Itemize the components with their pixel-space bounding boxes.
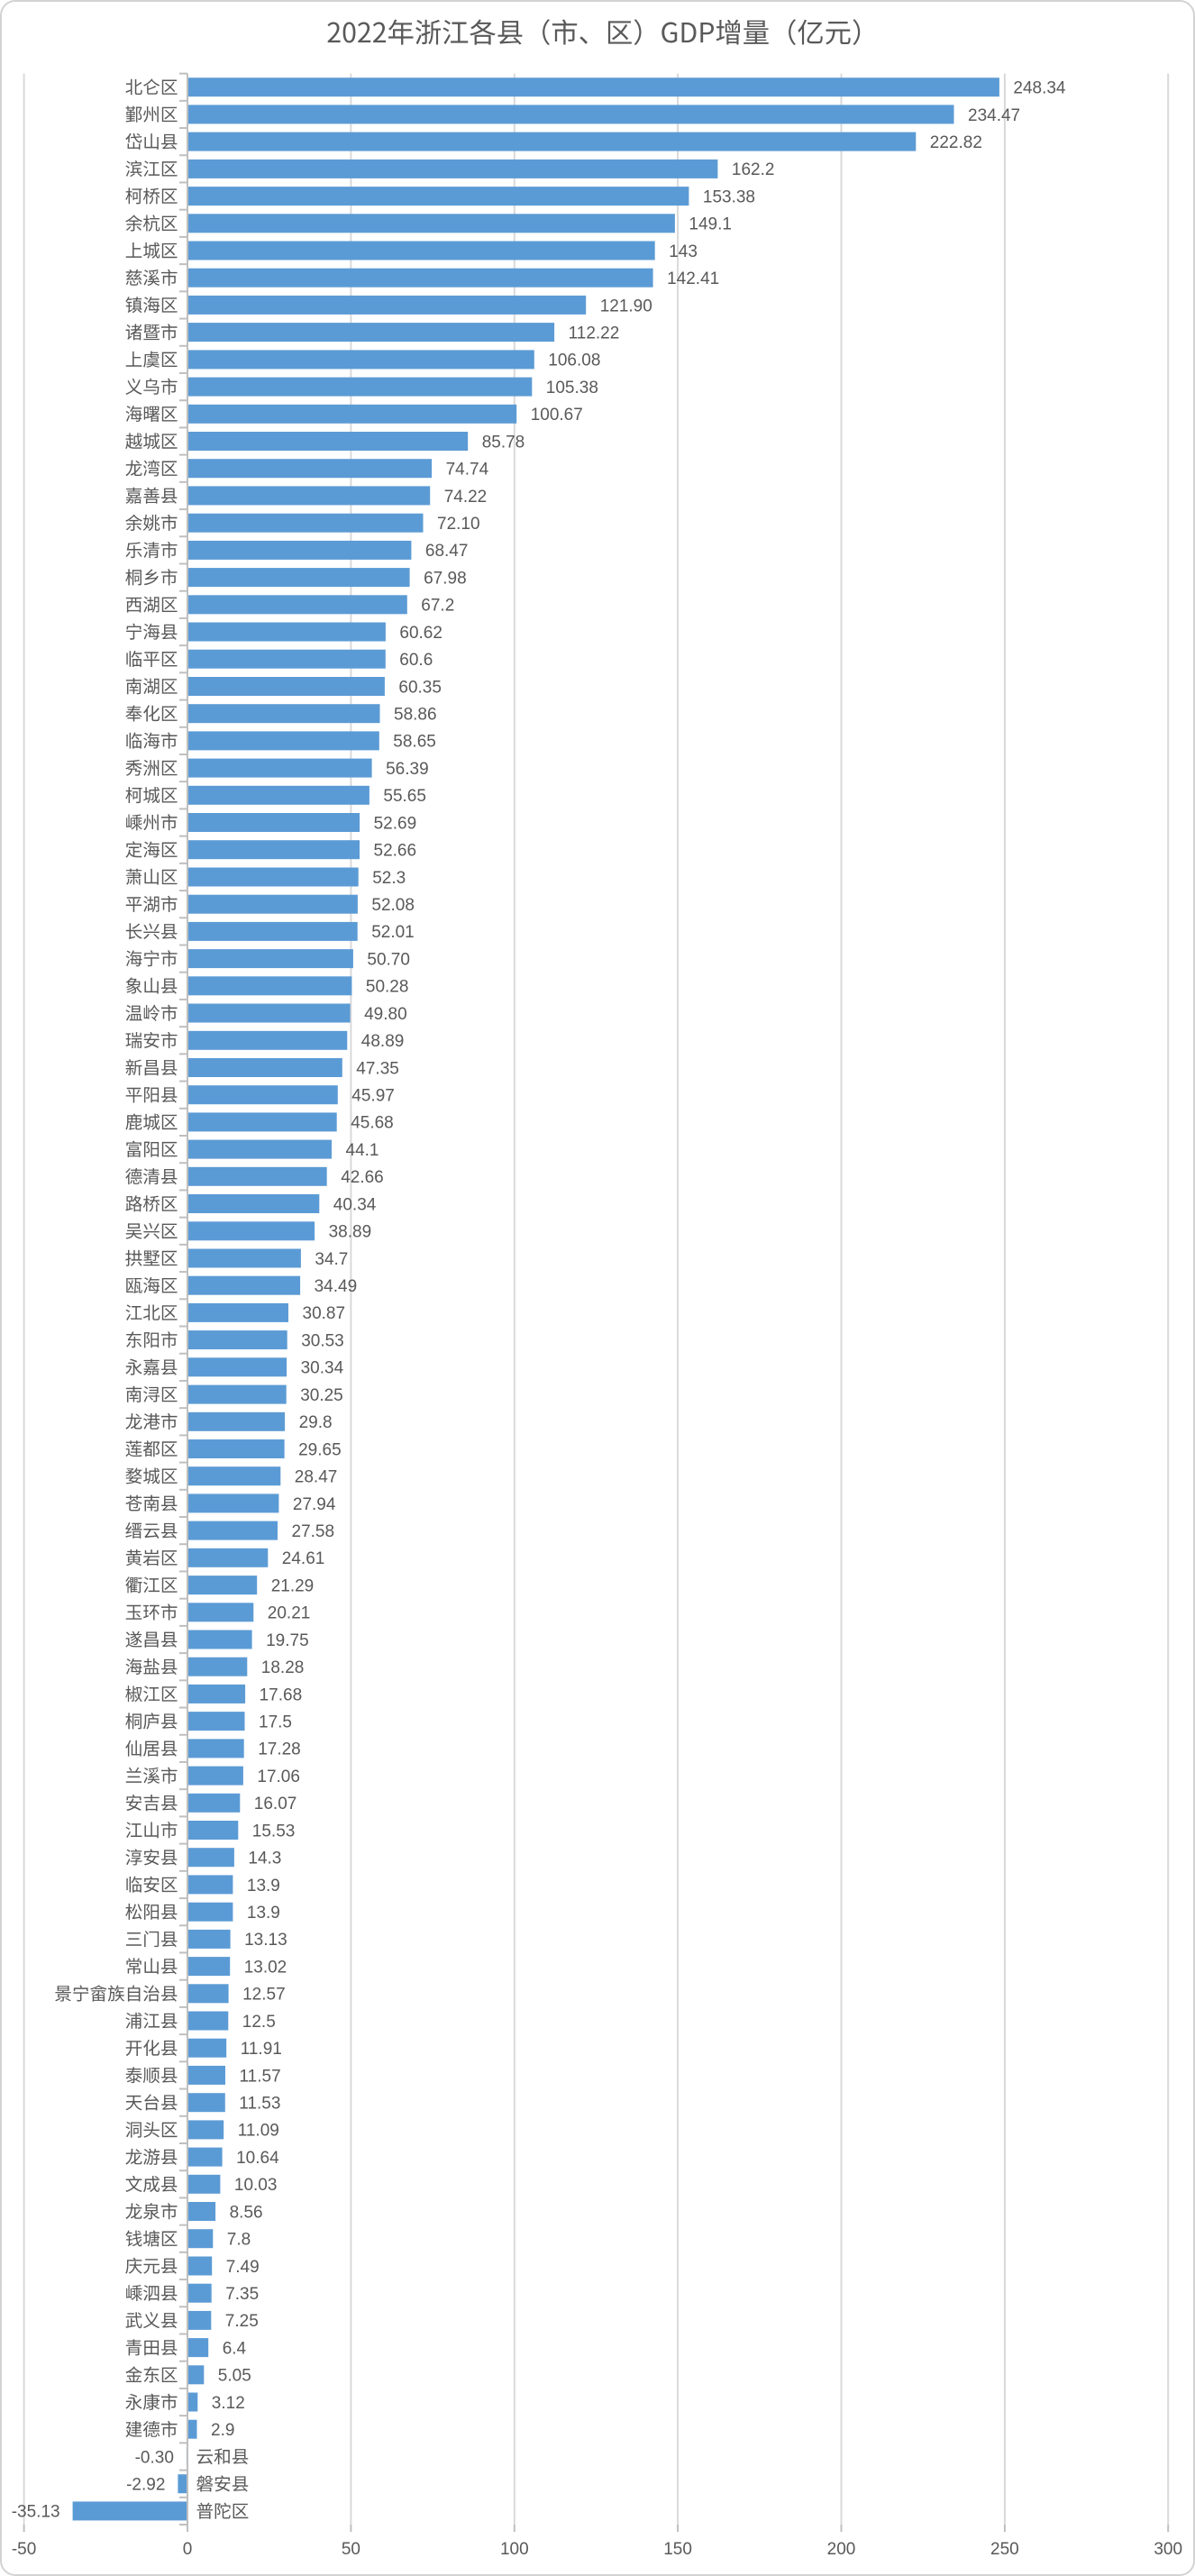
svg-text:50: 50: [342, 2540, 360, 2559]
svg-text:30.53: 30.53: [301, 1332, 344, 1351]
svg-text:19.75: 19.75: [266, 1631, 309, 1650]
svg-text:5.05: 5.05: [218, 2367, 251, 2386]
svg-text:40.34: 40.34: [333, 1195, 377, 1214]
svg-text:72.10: 72.10: [437, 515, 480, 534]
svg-text:-2.92: -2.92: [126, 2476, 165, 2495]
svg-text:16.07: 16.07: [254, 1795, 297, 1813]
svg-text:34.49: 34.49: [315, 1277, 358, 1296]
svg-text:17.68: 17.68: [260, 1685, 303, 1704]
svg-text:100: 100: [500, 2540, 529, 2559]
svg-text:10.64: 10.64: [236, 2149, 279, 2168]
svg-text:56.39: 56.39: [386, 760, 429, 779]
svg-text:250: 250: [990, 2540, 1019, 2559]
svg-text:7.49: 7.49: [226, 2258, 260, 2277]
svg-text:234.47: 234.47: [968, 106, 1020, 125]
svg-text:7.25: 7.25: [225, 2312, 259, 2331]
svg-text:49.80: 49.80: [364, 1005, 407, 1024]
svg-text:13.02: 13.02: [244, 1958, 287, 1977]
svg-text:2.9: 2.9: [211, 2421, 234, 2440]
svg-text:52.08: 52.08: [371, 896, 415, 915]
svg-text:30.25: 30.25: [300, 1386, 343, 1405]
svg-text:18.28: 18.28: [261, 1658, 305, 1677]
svg-text:11.91: 11.91: [241, 2040, 282, 2059]
svg-text:12.5: 12.5: [242, 2013, 276, 2032]
svg-text:74.74: 74.74: [446, 461, 489, 480]
svg-text:17.5: 17.5: [259, 1713, 292, 1732]
svg-text:21.29: 21.29: [271, 1576, 315, 1595]
svg-text:150: 150: [663, 2540, 692, 2559]
svg-text:67.98: 67.98: [424, 569, 467, 588]
svg-text:13.9: 13.9: [247, 1904, 280, 1923]
svg-text:11.09: 11.09: [238, 2122, 279, 2141]
svg-text:24.61: 24.61: [282, 1549, 325, 1568]
svg-text:58.86: 58.86: [394, 706, 437, 725]
svg-text:44.1: 44.1: [346, 1141, 379, 1160]
svg-text:52.69: 52.69: [374, 814, 417, 833]
svg-text:153.38: 153.38: [703, 187, 755, 206]
svg-text:106.08: 106.08: [548, 352, 600, 370]
svg-text:142.41: 142.41: [667, 269, 719, 288]
svg-text:248.34: 248.34: [1013, 79, 1066, 98]
svg-text:200: 200: [827, 2540, 856, 2559]
svg-text:121.90: 121.90: [600, 297, 652, 315]
svg-text:7.8: 7.8: [227, 2231, 251, 2250]
svg-text:47.35: 47.35: [356, 1059, 399, 1078]
svg-text:0: 0: [183, 2540, 193, 2559]
svg-text:222.82: 222.82: [930, 133, 982, 152]
svg-text:-0.30: -0.30: [135, 2448, 174, 2467]
svg-text:34.7: 34.7: [315, 1250, 348, 1269]
svg-text:6.4: 6.4: [223, 2339, 247, 2358]
svg-text:14.3: 14.3: [248, 1850, 281, 1868]
svg-text:3.12: 3.12: [212, 2394, 245, 2413]
svg-text:60.35: 60.35: [398, 678, 442, 697]
svg-text:17.28: 17.28: [258, 1740, 301, 1759]
svg-text:15.53: 15.53: [252, 1822, 296, 1841]
svg-text:45.68: 45.68: [351, 1114, 394, 1133]
svg-text:50.70: 50.70: [367, 950, 410, 969]
svg-text:30.87: 30.87: [303, 1304, 346, 1323]
svg-text:11.53: 11.53: [239, 2095, 280, 2114]
svg-text:300: 300: [1154, 2540, 1182, 2559]
svg-text:52.3: 52.3: [372, 869, 406, 888]
svg-text:67.2: 67.2: [421, 597, 454, 616]
svg-text:55.65: 55.65: [383, 787, 426, 806]
svg-text:11.57: 11.57: [240, 2067, 281, 2086]
svg-text:74.22: 74.22: [444, 488, 488, 507]
svg-text:162.2: 162.2: [732, 160, 775, 179]
svg-text:-35.13: -35.13: [12, 2503, 60, 2522]
svg-text:45.97: 45.97: [351, 1087, 395, 1106]
svg-text:149.1: 149.1: [689, 215, 732, 234]
svg-text:48.89: 48.89: [361, 1032, 405, 1051]
svg-text:29.65: 29.65: [298, 1440, 342, 1459]
svg-text:7.35: 7.35: [225, 2285, 259, 2304]
svg-text:50.28: 50.28: [366, 978, 409, 997]
svg-text:38.89: 38.89: [329, 1223, 372, 1242]
svg-text:20.21: 20.21: [268, 1604, 311, 1623]
svg-text:52.01: 52.01: [371, 923, 415, 942]
svg-text:60.62: 60.62: [399, 624, 442, 643]
svg-text:143: 143: [669, 242, 698, 261]
svg-text:17.06: 17.06: [257, 1768, 300, 1786]
svg-text:-50: -50: [12, 2540, 36, 2559]
svg-text:112.22: 112.22: [569, 324, 620, 343]
svg-text:27.58: 27.58: [292, 1522, 335, 1541]
svg-text:10.03: 10.03: [234, 2176, 278, 2195]
svg-text:105.38: 105.38: [546, 379, 598, 397]
svg-text:8.56: 8.56: [230, 2203, 263, 2222]
svg-text:12.57: 12.57: [242, 1986, 286, 2005]
svg-text:30.34: 30.34: [301, 1359, 344, 1378]
svg-text:13.9: 13.9: [247, 1877, 280, 1895]
svg-text:60.6: 60.6: [399, 651, 433, 670]
svg-text:85.78: 85.78: [482, 433, 525, 452]
svg-text:13.13: 13.13: [244, 1931, 287, 1950]
svg-text:29.8: 29.8: [299, 1413, 333, 1432]
svg-text:58.65: 58.65: [393, 733, 436, 752]
svg-text:28.47: 28.47: [295, 1468, 338, 1487]
svg-text:52.66: 52.66: [374, 842, 417, 861]
svg-text:42.66: 42.66: [341, 1168, 384, 1187]
svg-text:100.67: 100.67: [531, 406, 583, 425]
svg-text:27.94: 27.94: [293, 1495, 336, 1514]
svg-text:68.47: 68.47: [425, 542, 469, 561]
